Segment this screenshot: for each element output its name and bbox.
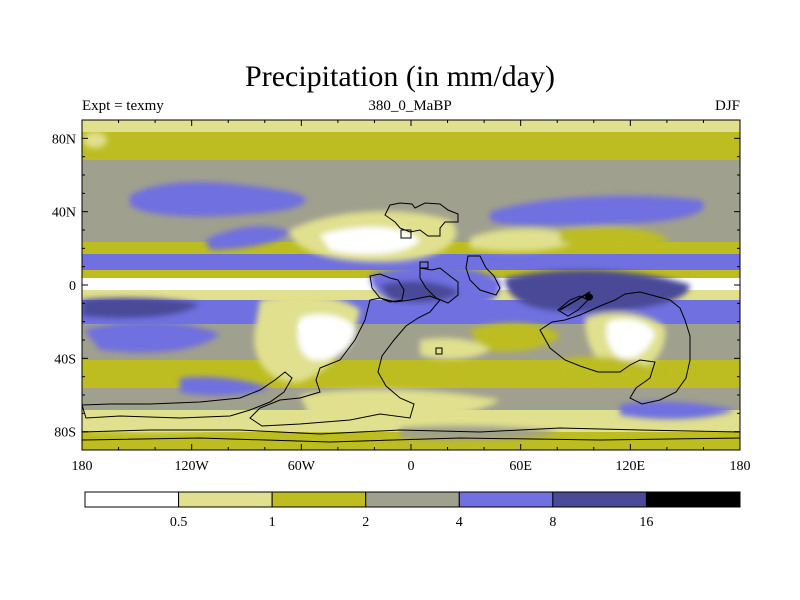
- precipitation-field: [82, 120, 740, 450]
- colorbar-label: 16: [639, 515, 653, 530]
- colorbar-label: 8: [549, 515, 556, 530]
- experiment-label: Expt = texmy: [82, 98, 164, 114]
- x-tick-label: 180: [72, 459, 93, 474]
- x-tick-label: 60W: [288, 459, 316, 474]
- continent-outlines: [82, 202, 740, 443]
- x-tick-label: 180: [730, 459, 751, 474]
- y-tick-label: 40N: [52, 206, 76, 221]
- y-tick-label: 80S: [54, 426, 76, 441]
- x-axis: 180 120W 60W 0 60E 120E 180: [72, 120, 751, 474]
- x-tick-label: 0: [408, 459, 415, 474]
- y-axis: 80N 40N 0 40S 80S: [52, 132, 740, 441]
- colorbar: 0.5 1 2 4 8 16: [84, 491, 741, 530]
- season-label: DJF: [714, 98, 740, 114]
- colorbar-label: 2: [362, 515, 369, 530]
- y-tick-label: 0: [69, 279, 76, 294]
- y-tick-label: 40S: [54, 352, 76, 367]
- colorbar-swatch: [365, 491, 460, 508]
- x-tick-label: 60E: [509, 459, 532, 474]
- x-tick-label: 120E: [616, 459, 646, 474]
- colorbar-label: 1: [269, 515, 276, 530]
- colorbar-swatch: [552, 491, 647, 508]
- colorbar-swatch: [178, 491, 273, 508]
- colorbar-label: 0.5: [170, 515, 188, 530]
- precipitation-extremes: [298, 235, 648, 343]
- colorbar-swatch: [645, 491, 741, 508]
- colorbar-swatch: [271, 491, 367, 508]
- colorbar-swatch: [84, 491, 180, 508]
- period-label: 380_0_MaBP: [368, 98, 452, 114]
- plot-title: Precipitation (in mm/day): [245, 60, 555, 93]
- colorbar-label: 4: [456, 515, 463, 530]
- y-tick-label: 80N: [52, 132, 76, 147]
- x-tick-label: 120W: [175, 459, 210, 474]
- precipitation-blobs: [82, 132, 735, 440]
- colorbar-swatch: [458, 491, 554, 508]
